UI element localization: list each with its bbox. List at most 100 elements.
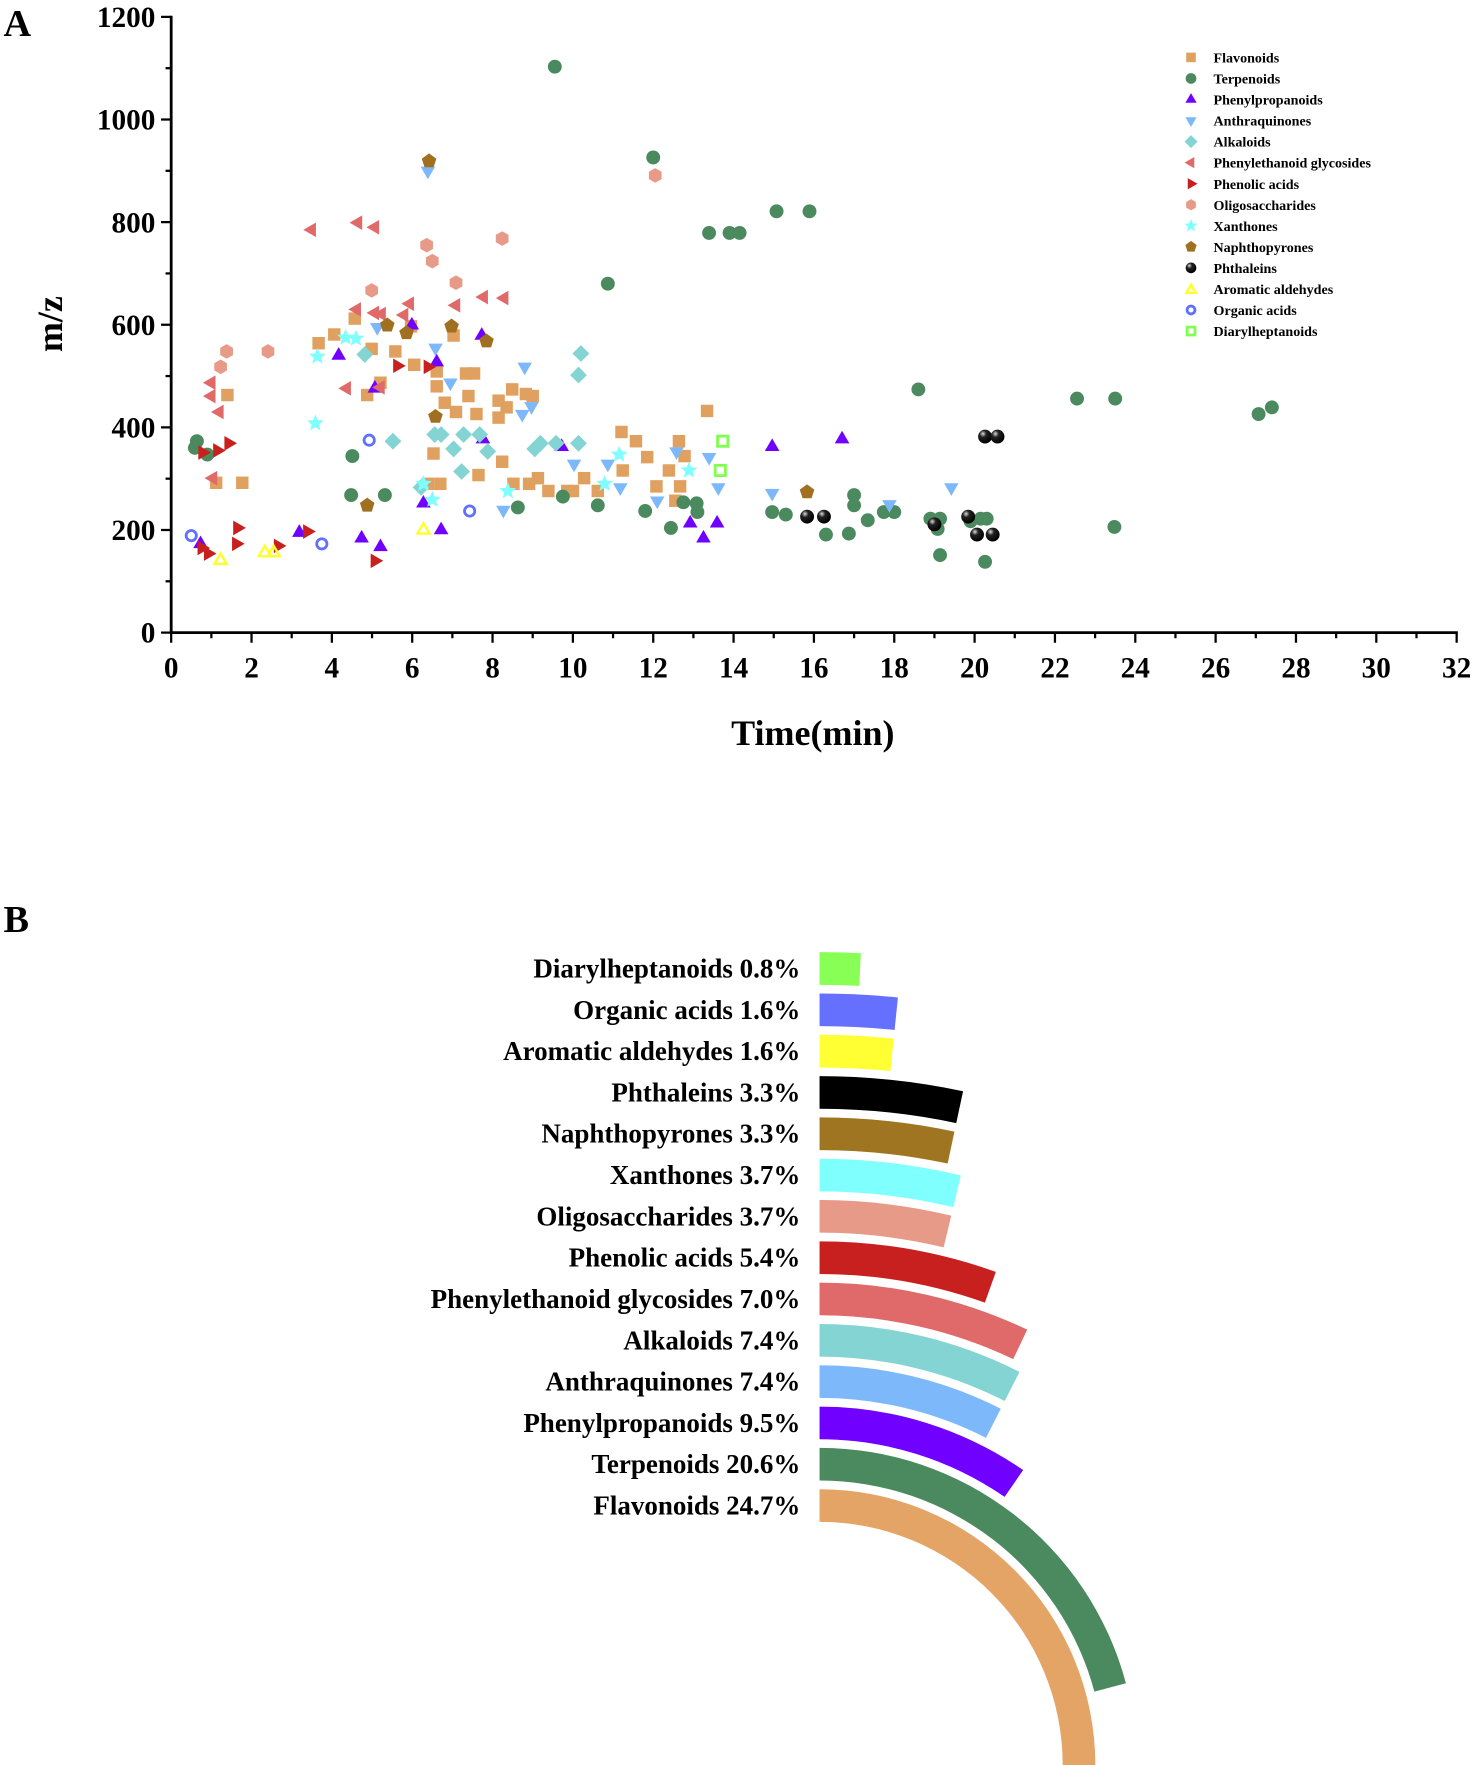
data-point [492, 411, 505, 424]
data-point [303, 222, 316, 238]
data-point [425, 253, 439, 269]
data-point [555, 489, 570, 504]
radial-bar-label: Alkaloids 7.4% [623, 1325, 800, 1355]
y-tick-label: 600 [112, 310, 156, 342]
radial-bar-terpenoids [819, 1447, 1126, 1692]
panel-label-a: A [3, 3, 31, 45]
legend-marker [1185, 73, 1197, 84]
data-point [764, 438, 780, 452]
data-point [577, 471, 591, 485]
data-point [401, 296, 414, 312]
data-point [407, 358, 421, 371]
data-point [979, 511, 994, 526]
data-point [366, 219, 380, 235]
legend-marker [1185, 304, 1197, 316]
data-point [495, 455, 509, 468]
data-point [373, 306, 386, 322]
data-point [1251, 407, 1266, 421]
data-point [312, 336, 325, 350]
radial-bar-flavonoids [819, 1489, 1096, 1765]
data-point [590, 498, 605, 513]
data-point [978, 554, 992, 569]
data-point [399, 325, 414, 340]
data-point [1107, 519, 1122, 534]
legend-marker [1185, 325, 1197, 337]
legend-label: Organic acids [1214, 303, 1298, 319]
data-point [676, 495, 691, 510]
data-point [347, 329, 365, 346]
data-point [819, 527, 833, 542]
data-point [467, 367, 481, 380]
data-point [479, 443, 497, 460]
radial-bar-label: Organic acids 1.6% [573, 995, 800, 1025]
x-tick-label: 2 [244, 653, 259, 685]
radial-bar-label: Phenolic acids 5.4% [569, 1243, 801, 1273]
data-point [800, 509, 815, 524]
radial-bar-phenolic-acids [819, 1241, 996, 1303]
data-point [649, 496, 665, 510]
x-tick-label: 26 [1201, 653, 1230, 685]
data-point [233, 520, 246, 536]
data-point [570, 366, 587, 384]
data-point [709, 514, 725, 528]
data-point [455, 426, 473, 443]
radial-bar-phenylethanoid-glycosides [819, 1282, 1028, 1360]
data-point [648, 168, 662, 183]
legend-marker [1186, 52, 1196, 63]
radial-bar-alkaloids [819, 1323, 1020, 1402]
data-point [463, 504, 477, 518]
data-point [678, 449, 691, 463]
data-point [640, 450, 654, 464]
data-point [236, 476, 249, 490]
data-point [531, 434, 549, 452]
series-phenylpropanoids [193, 316, 850, 552]
data-point [379, 317, 395, 332]
data-point [847, 488, 862, 503]
data-point [370, 553, 384, 569]
data-point [356, 346, 374, 363]
data-point [315, 537, 329, 551]
x-tick-label: 4 [325, 653, 340, 685]
data-point [432, 426, 450, 443]
data-point [449, 275, 463, 290]
data-point [970, 527, 984, 542]
data-point [600, 459, 616, 473]
legend-label: Phenylpropanoids [1214, 93, 1324, 109]
data-point [420, 237, 434, 253]
data-point [430, 380, 443, 393]
data-point [479, 333, 494, 348]
data-point [423, 359, 437, 375]
data-point [765, 505, 780, 519]
data-point [834, 430, 850, 444]
data-point [500, 401, 513, 414]
legend-label: Alkaloids [1214, 135, 1272, 151]
series-xanthones [307, 328, 698, 507]
data-point [700, 404, 714, 418]
data-point [547, 59, 562, 74]
data-point [462, 389, 475, 403]
radial-bar-phenylpropanoids [819, 1406, 1024, 1497]
data-point [764, 488, 780, 502]
legend-label: Aromatic aldehydes [1214, 282, 1334, 298]
legend-marker [1187, 178, 1198, 190]
radial-bar-label: Aromatic aldehydes 1.6% [503, 1036, 800, 1066]
data-point [673, 480, 687, 493]
data-point [507, 477, 520, 491]
data-point [232, 536, 245, 552]
data-point [716, 434, 730, 448]
data-point [203, 546, 217, 561]
data-point [331, 347, 346, 360]
x-axis-label: Time(min) [731, 713, 894, 753]
data-point [202, 375, 216, 391]
x-tick-label: 32 [1442, 653, 1471, 685]
data-point [701, 452, 717, 466]
data-point [495, 231, 509, 246]
legend-label: Anthraquinones [1214, 114, 1312, 130]
x-tick-label: 18 [880, 653, 909, 685]
data-point [629, 435, 643, 448]
x-tick-label: 16 [799, 653, 828, 685]
data-point [428, 343, 443, 357]
data-point [415, 520, 432, 535]
data-point [514, 409, 530, 423]
